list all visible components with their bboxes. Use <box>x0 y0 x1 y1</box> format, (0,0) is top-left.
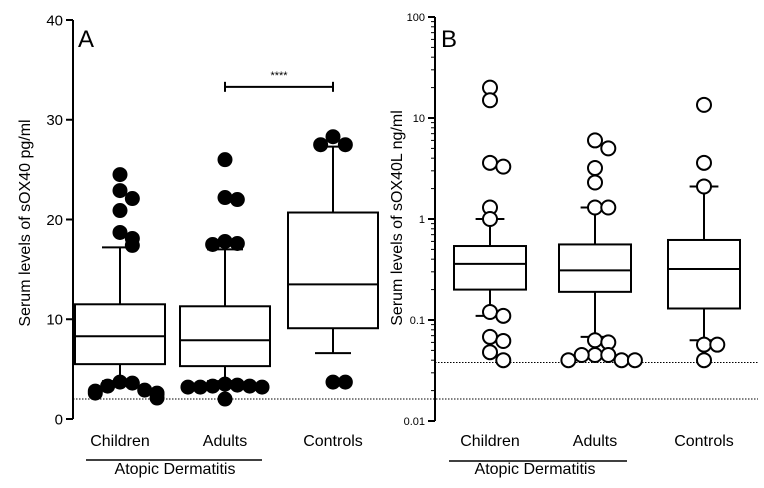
panel-a-y-tick-label: 30 <box>46 112 63 129</box>
panel-a-outlier-point <box>229 235 245 251</box>
panel-a-y-tick-label: 10 <box>46 312 63 329</box>
panel-a-outlier-point <box>149 390 165 406</box>
panel-a-outlier-point <box>217 152 233 168</box>
panel-a-outlier-point <box>217 190 233 206</box>
panel-a-outlier-point <box>112 183 128 199</box>
panel-b-outlier-point <box>696 336 712 353</box>
panel-a-y-tick-label: 0 <box>55 411 63 428</box>
panel-b-outlier-point <box>495 332 512 349</box>
panel-b-box-adults <box>558 206 632 338</box>
panel-b-y-tick-label: 0.01 <box>404 416 425 428</box>
panel-a-outlier-point <box>205 236 221 252</box>
panel-b-group-label: Atopic Dermatitis <box>475 461 596 478</box>
box-iqr <box>74 303 166 366</box>
panel-b-outlier-point <box>600 140 617 157</box>
panel-b: B Serum levels of sOX40L ng/ml Atopic De… <box>389 12 758 478</box>
panel-b-outlier-point <box>573 347 590 364</box>
panel-a-outlier-point <box>124 191 140 207</box>
panel-a-outlier-point <box>242 378 258 394</box>
panel-a-outlier-point <box>100 378 116 394</box>
panel-b-outlier-point <box>613 352 630 369</box>
panel-b-outlier-point <box>482 154 498 171</box>
panel-b-outlier-point <box>587 347 603 364</box>
panel-a-outlier-point <box>124 375 140 391</box>
panel-b-y-axis-label: Serum levels of sOX40L ng/ml <box>389 110 406 326</box>
panel-a-significance-label: **** <box>270 70 288 82</box>
panel-b-outlier-point <box>495 352 512 369</box>
panel-a-outlier-point <box>325 129 341 145</box>
panel-b-outlier-point <box>696 154 712 171</box>
panel-b-category-label: Controls <box>674 433 734 450</box>
panel-b-outlier-point <box>587 132 603 149</box>
panel-b-outlier-point <box>696 352 712 369</box>
panel-b-category-label: Children <box>460 433 520 450</box>
panel-b-y-tick-label: 0.1 <box>410 315 425 327</box>
panel-b-outlier-point <box>495 307 512 324</box>
panel-b-outlier-point <box>587 174 603 191</box>
panel-b-letter: B <box>441 26 457 53</box>
panel-b-box-children <box>453 218 527 317</box>
panel-b-box-controls <box>667 185 741 342</box>
panel-b-outlier-point <box>587 199 603 216</box>
panel-a-outlier-point <box>337 137 353 153</box>
panel-a-outlier-point <box>112 167 128 183</box>
panel-a-box-controls <box>287 145 379 355</box>
panel-a-outlier-point <box>229 192 245 208</box>
box-iqr <box>179 305 271 368</box>
box-iqr <box>558 243 632 293</box>
panel-a-outlier-point <box>205 378 221 394</box>
panel-a-y-tick-label: 40 <box>46 12 63 29</box>
panel-b-outlier-point <box>482 211 498 227</box>
panel-b-outlier-point <box>482 328 498 345</box>
panel-b-outlier-point <box>709 336 726 353</box>
panel-a-y-axis-label: Serum levels of sOX40 pg/ml <box>17 119 34 326</box>
panel-a-outlier-point <box>124 237 140 253</box>
panel-a-outlier-point <box>217 391 233 407</box>
panel-b-outlier-point <box>696 96 712 113</box>
panel-a-outlier-point <box>192 379 208 395</box>
panel-a-box-adults <box>179 248 271 383</box>
panel-a-outlier-point <box>217 233 233 249</box>
panel-b-outlier-point <box>600 199 617 216</box>
panel-b-outlier-point <box>482 92 498 109</box>
panel-a-outlier-point <box>112 374 128 390</box>
panel-a-category-label: Controls <box>303 433 363 450</box>
panel-b-outlier-point <box>560 352 577 369</box>
panel-b-outlier-point <box>696 178 712 195</box>
panel-a-category-label: Children <box>90 433 150 450</box>
panel-a-outlier-point <box>229 377 245 393</box>
panel-a-y-tick-label: 20 <box>46 212 63 229</box>
panel-b-outlier-point <box>587 332 603 349</box>
panel-a-outlier-point <box>217 376 233 392</box>
panel-a-box-children <box>74 246 166 383</box>
panel-a-outlier-point <box>180 379 196 395</box>
box-iqr <box>287 211 379 330</box>
panel-a: A Serum levels of sOX40 pg/ml Atopic Der… <box>17 12 758 478</box>
panel-b-outlier-point <box>482 344 498 361</box>
panel-b-y-tick-label: 100 <box>407 12 425 24</box>
box-iqr <box>453 245 527 291</box>
panel-b-y-tick-label: 1 <box>419 214 425 226</box>
box-iqr <box>667 238 741 310</box>
panel-b-outlier-point <box>587 159 603 176</box>
panel-a-outlier-point <box>112 224 128 240</box>
panel-a-group-label: Atopic Dermatitis <box>115 461 236 478</box>
panel-b-outlier-point <box>482 304 498 321</box>
panel-b-outlier-point <box>495 158 512 175</box>
panel-a-outlier-point <box>313 137 329 153</box>
panel-a-outlier-point <box>254 379 270 395</box>
panel-a-letter: A <box>78 26 94 53</box>
panel-b-category-label: Adults <box>573 433 617 450</box>
panel-a-outlier-point <box>112 203 128 219</box>
panel-b-outlier-point <box>600 347 617 364</box>
panel-a-outlier-point <box>87 385 103 401</box>
panel-a-outlier-point <box>337 374 353 390</box>
panel-a-outlier-point <box>137 382 153 398</box>
panel-a-category-label: Adults <box>203 433 247 450</box>
panel-b-y-tick-label: 10 <box>413 113 425 125</box>
panel-a-outlier-point <box>325 374 341 390</box>
panel-b-outlier-point <box>626 352 643 369</box>
